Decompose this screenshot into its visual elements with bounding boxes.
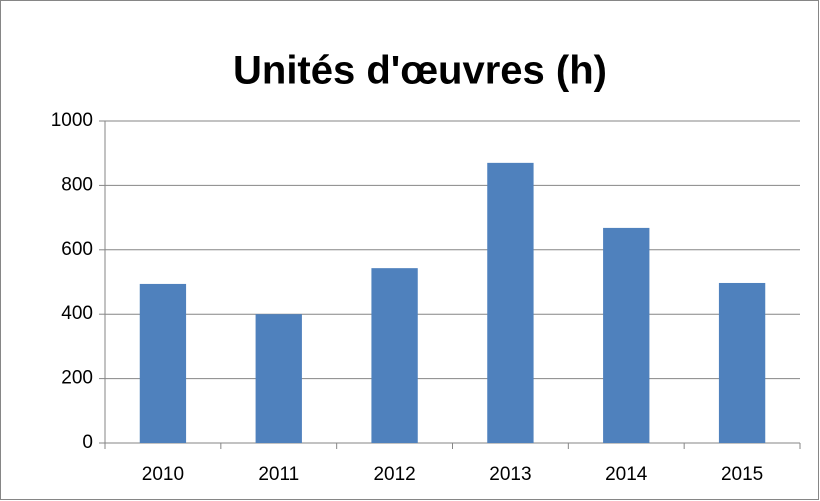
bar [718,282,766,443]
y-tick-label: 600 [61,239,93,260]
x-tick-label: 2014 [605,464,648,485]
bar [371,268,418,443]
y-tick-label: 200 [61,368,93,389]
x-tick-label: 2013 [489,464,531,485]
y-tick-label: 400 [61,303,93,324]
bar [255,314,302,443]
bar [603,227,650,443]
x-tick-label: 2015 [721,464,763,485]
chart-title: Unités d'œuvres (h) [233,49,607,93]
x-tick-label: 2011 [258,464,299,485]
bar [139,283,187,443]
y-tick-label: 1000 [51,110,93,131]
y-tick-label: 0 [82,432,93,453]
x-tick-label: 2010 [142,464,184,485]
bar [487,162,534,444]
y-tick-label: 800 [61,174,93,195]
x-tick-label: 2012 [373,464,415,485]
